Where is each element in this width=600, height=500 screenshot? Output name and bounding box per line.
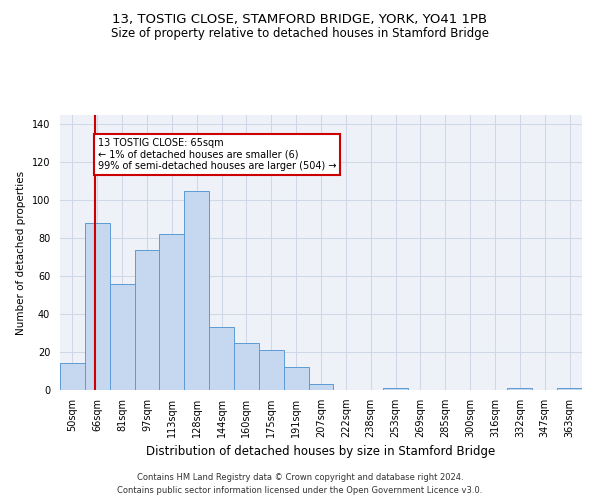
Bar: [134, 250, 160, 390]
Bar: [85, 223, 110, 390]
X-axis label: Distribution of detached houses by size in Stamford Bridge: Distribution of detached houses by size …: [146, 446, 496, 458]
Bar: [60, 364, 85, 390]
Bar: [209, 328, 234, 390]
Text: 13 TOSTIG CLOSE: 65sqm
← 1% of detached houses are smaller (6)
99% of semi-detac: 13 TOSTIG CLOSE: 65sqm ← 1% of detached …: [98, 138, 336, 171]
Text: Contains public sector information licensed under the Open Government Licence v3: Contains public sector information licen…: [118, 486, 482, 495]
Bar: [284, 367, 308, 390]
Bar: [234, 342, 259, 390]
Bar: [184, 191, 209, 390]
Bar: [383, 388, 408, 390]
Bar: [259, 350, 284, 390]
Text: Contains HM Land Registry data © Crown copyright and database right 2024.: Contains HM Land Registry data © Crown c…: [137, 472, 463, 482]
Bar: [110, 284, 134, 390]
Bar: [308, 384, 334, 390]
Bar: [557, 388, 582, 390]
Bar: [508, 388, 532, 390]
Text: Size of property relative to detached houses in Stamford Bridge: Size of property relative to detached ho…: [111, 28, 489, 40]
Text: 13, TOSTIG CLOSE, STAMFORD BRIDGE, YORK, YO41 1PB: 13, TOSTIG CLOSE, STAMFORD BRIDGE, YORK,…: [112, 12, 488, 26]
Bar: [160, 234, 184, 390]
Y-axis label: Number of detached properties: Number of detached properties: [16, 170, 26, 334]
